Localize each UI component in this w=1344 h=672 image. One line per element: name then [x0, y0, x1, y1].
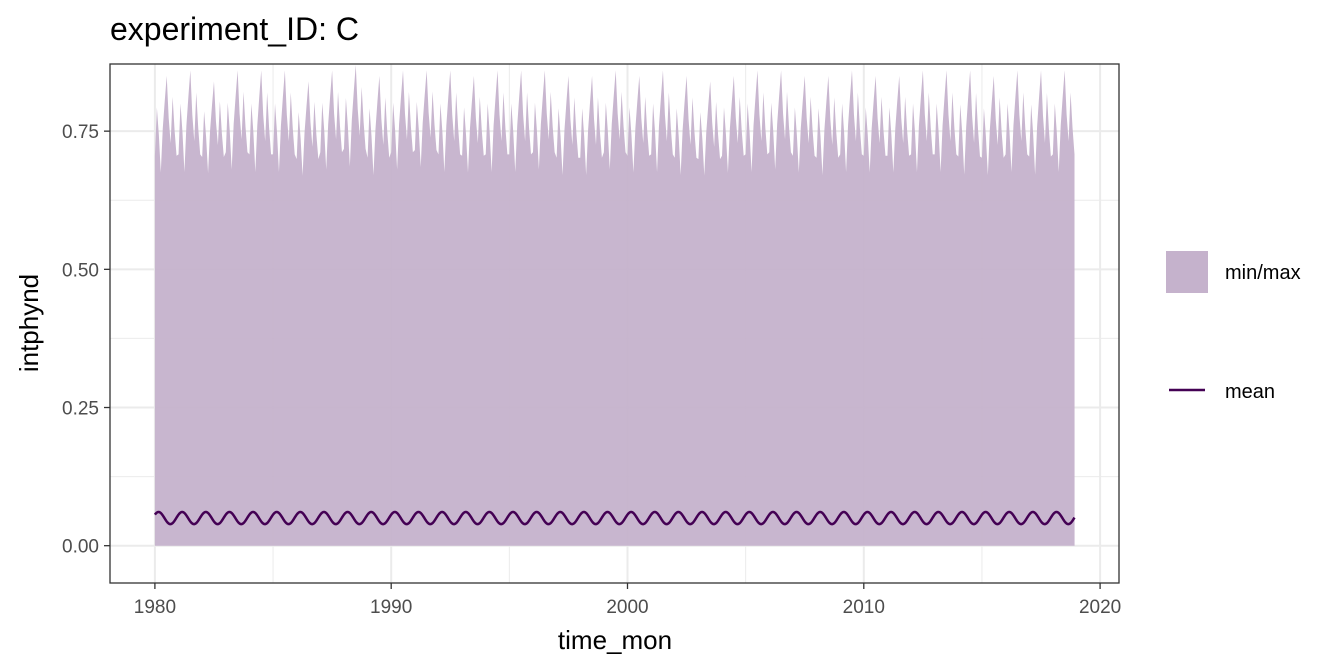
x-tick-label: 2000 — [606, 597, 648, 618]
min-max-ribbon-area — [154, 64, 1075, 546]
x-axis-title: time_mon — [558, 625, 672, 655]
plot-border — [109, 63, 1120, 584]
y-tick-label: 0.75 — [62, 122, 99, 143]
x-axis: 1980 1990 2000 2010 2020 — [134, 583, 1121, 618]
x-tick-label: 2010 — [843, 597, 885, 618]
y-tick-label: 0.00 — [62, 537, 99, 558]
legend-label-mean: mean — [1225, 381, 1275, 403]
x-tick-label: 1980 — [134, 597, 176, 618]
y-axis-title: intphynd — [14, 274, 44, 372]
y-tick-label: 0.25 — [62, 399, 99, 420]
y-axis: 0.00 0.25 0.50 0.75 — [62, 122, 110, 558]
legend: min/max mean — [1166, 251, 1301, 403]
min-max-ribbon — [154, 64, 1075, 546]
x-tick-label: 2020 — [1079, 597, 1121, 618]
legend-label-min-max: min/max — [1225, 262, 1301, 284]
x-tick-label: 1990 — [370, 597, 412, 618]
chart-title: experiment_ID: C — [110, 11, 359, 47]
legend-key-min-max — [1166, 251, 1208, 293]
mean-line — [153, 510, 1076, 526]
y-tick-label: 0.50 — [62, 260, 99, 281]
mean-line-layer — [153, 510, 1076, 526]
